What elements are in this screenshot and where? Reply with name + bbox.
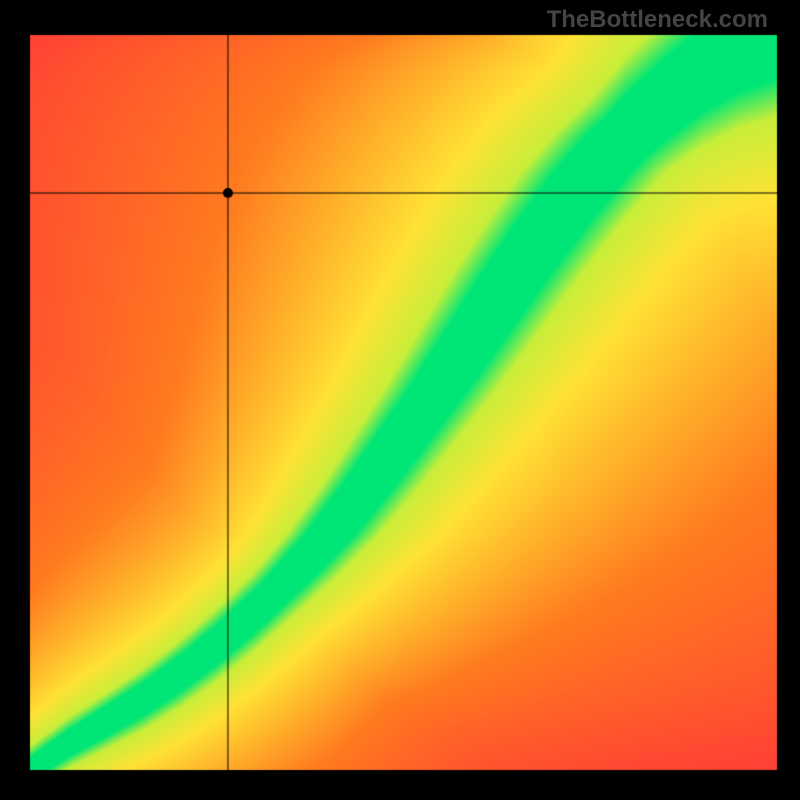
bottleneck-heatmap bbox=[0, 0, 800, 800]
watermark-text: TheBottleneck.com bbox=[547, 6, 768, 34]
